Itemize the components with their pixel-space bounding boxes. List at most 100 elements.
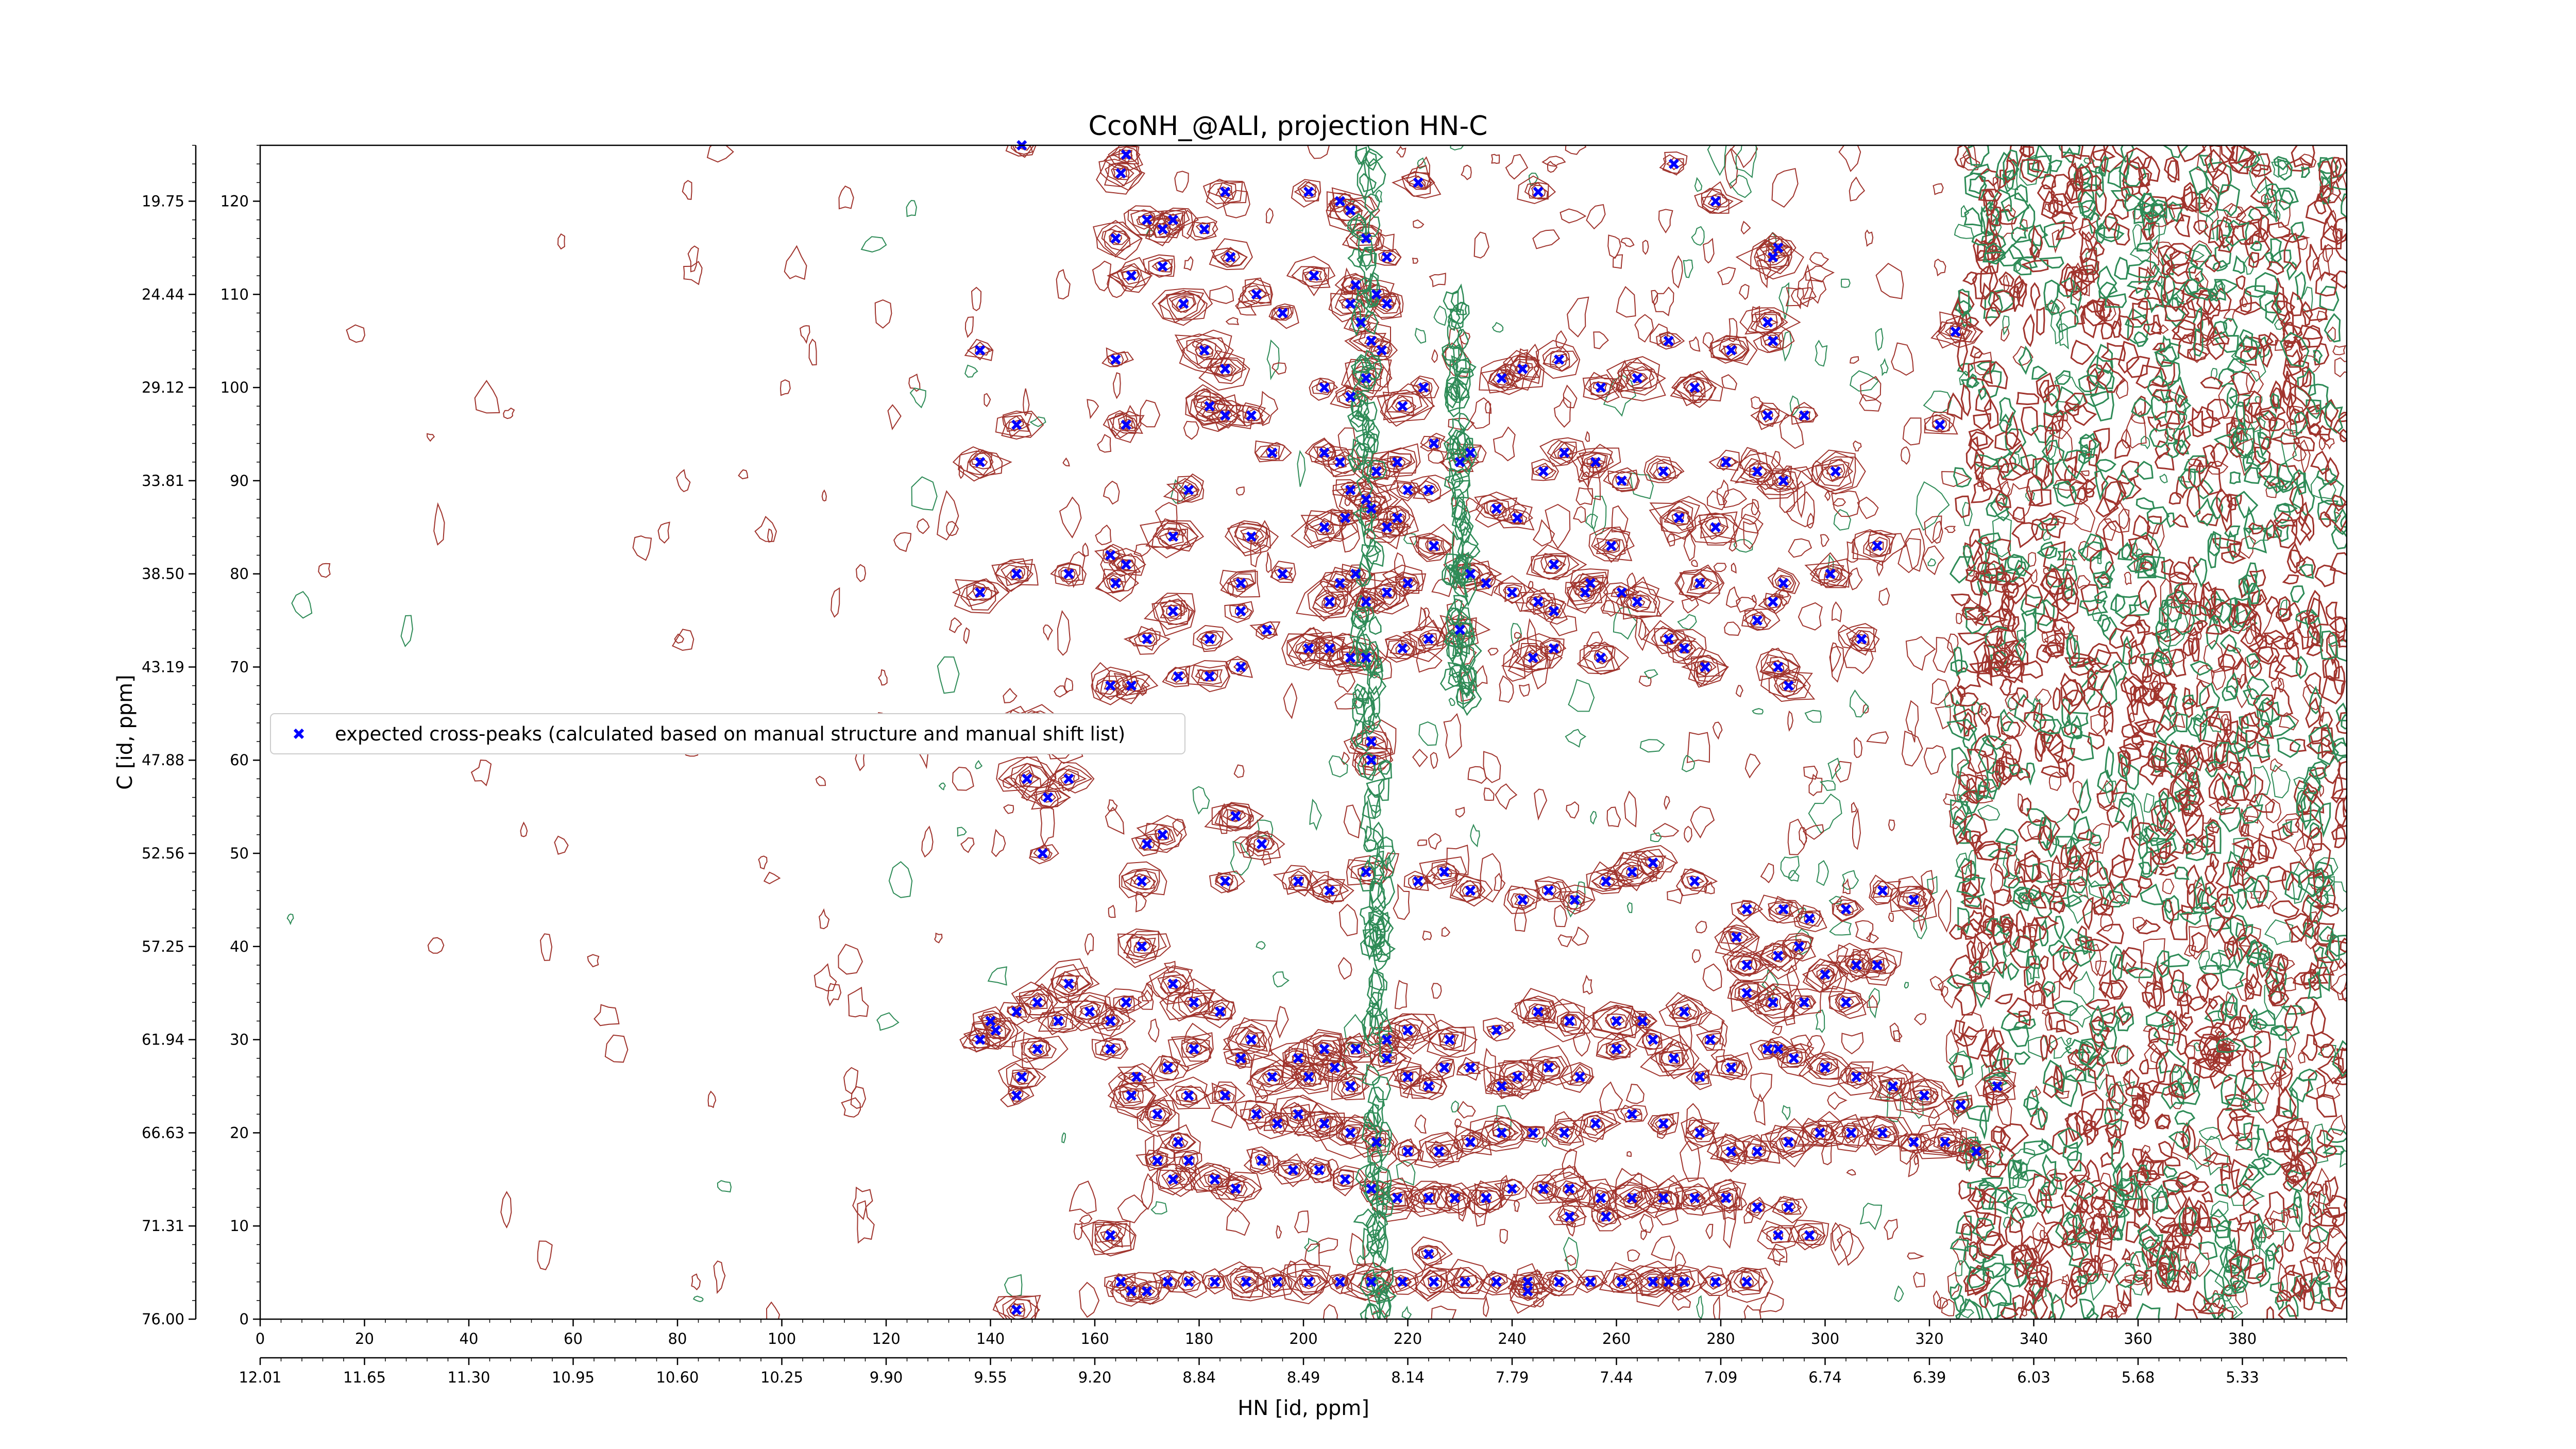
contour-line xyxy=(1861,955,1890,973)
contour-line xyxy=(1832,895,1862,921)
contour-line xyxy=(1625,370,1649,387)
contour-line xyxy=(1313,635,1351,667)
contour-line xyxy=(1467,766,1487,784)
contour-line xyxy=(906,199,917,217)
contour-line xyxy=(2019,203,2036,229)
contour-line xyxy=(1495,783,1518,810)
contour-line xyxy=(2161,559,2174,575)
contour-line xyxy=(1835,992,1861,1012)
contour-line xyxy=(1442,342,1471,377)
contour-line xyxy=(687,245,699,273)
contour-line xyxy=(2227,597,2240,629)
contour-line xyxy=(2027,155,2052,179)
contour-line xyxy=(1724,148,1738,189)
contour-line xyxy=(1113,1086,1144,1106)
contour-line xyxy=(1382,564,1424,597)
contour-line xyxy=(2296,472,2307,495)
contour-line xyxy=(2269,1135,2292,1153)
contour-line xyxy=(1296,1062,1330,1094)
contour-line xyxy=(1588,861,1634,892)
contour-line xyxy=(2319,630,2338,660)
contour-line xyxy=(2244,285,2266,298)
contour-line xyxy=(2201,416,2221,429)
contour-line xyxy=(1760,671,1816,702)
contour-line xyxy=(2320,729,2336,759)
contour-line xyxy=(2286,632,2295,651)
cross-peak-marker xyxy=(1345,298,1356,309)
contour-line xyxy=(1960,383,1971,417)
contour-line xyxy=(2249,150,2267,194)
contour-line xyxy=(2332,216,2347,246)
contour-line xyxy=(1197,669,1223,685)
contour-line xyxy=(2270,249,2292,270)
contour-line xyxy=(1092,260,1112,292)
contour-line xyxy=(2098,281,2118,299)
contour-line xyxy=(1269,1041,1330,1081)
contour-line xyxy=(1263,1112,1290,1135)
contour-line xyxy=(2103,890,2126,908)
contour-line xyxy=(1368,909,1385,926)
contour-line xyxy=(2095,459,2116,473)
cross-peak-marker xyxy=(1115,168,1126,179)
contour-line xyxy=(1767,1243,1788,1263)
contour-line xyxy=(587,954,600,968)
contour-line xyxy=(1414,1187,1443,1205)
contour-line xyxy=(2246,369,2264,394)
contour-line xyxy=(1535,880,1562,900)
contour-line xyxy=(1984,1290,2007,1319)
contour-line xyxy=(1927,875,1938,895)
contour-line xyxy=(2265,482,2278,498)
contour-line xyxy=(1105,806,1125,835)
contour-line xyxy=(2165,376,2189,408)
contour-line xyxy=(2251,227,2269,244)
contour-line xyxy=(2062,449,2088,480)
contour-line xyxy=(1220,569,1256,598)
contour-line xyxy=(2248,206,2273,221)
cross-peak-marker xyxy=(1121,149,1131,160)
contour-line xyxy=(2004,428,2027,454)
contour-line xyxy=(2313,1031,2335,1049)
contour-line xyxy=(2181,298,2196,318)
contour-line xyxy=(1963,207,1984,227)
contour-line xyxy=(2159,474,2168,484)
contour-line xyxy=(1280,1094,1318,1133)
contour-line xyxy=(1739,1271,1759,1289)
contour-line xyxy=(2214,1184,2229,1197)
contour-line xyxy=(1388,480,1421,502)
contour-line xyxy=(1356,500,1382,519)
contour-line xyxy=(2036,644,2053,664)
contour-line xyxy=(2123,735,2144,750)
contour-line xyxy=(1353,298,1373,328)
contour-line xyxy=(2204,906,2226,938)
contour-line xyxy=(2323,244,2333,263)
contour-line xyxy=(2138,875,2153,889)
contour-line xyxy=(2141,1082,2156,1103)
contour-line xyxy=(1623,594,1652,613)
contour-line xyxy=(1744,983,1805,1027)
contour-line xyxy=(2080,533,2105,563)
contour-line xyxy=(2272,824,2294,840)
contour-line xyxy=(2117,341,2140,374)
contour-line xyxy=(1691,226,1705,246)
contour-line xyxy=(1626,1151,1632,1157)
contour-line xyxy=(1384,635,1416,660)
contour-line xyxy=(2226,720,2239,745)
contour-line xyxy=(1196,630,1224,652)
contour-line xyxy=(1691,560,1698,567)
contour-line xyxy=(1306,1157,1332,1184)
contour-line xyxy=(2183,622,2204,637)
contour-line xyxy=(2242,453,2255,473)
contour-line xyxy=(848,986,869,1018)
contour-line xyxy=(1828,896,1842,905)
contour-line xyxy=(1809,552,1850,588)
contour-line xyxy=(878,669,888,686)
contour-line xyxy=(2095,166,2104,198)
contour-line xyxy=(1143,594,1195,626)
contour-line xyxy=(2274,654,2302,678)
contour-line xyxy=(1396,145,1406,158)
contour-line xyxy=(1581,452,1608,473)
contour-line xyxy=(1973,238,1986,262)
contour-line xyxy=(1607,234,1621,259)
contour-line xyxy=(2053,1063,2064,1096)
contour-line xyxy=(1382,392,1429,420)
